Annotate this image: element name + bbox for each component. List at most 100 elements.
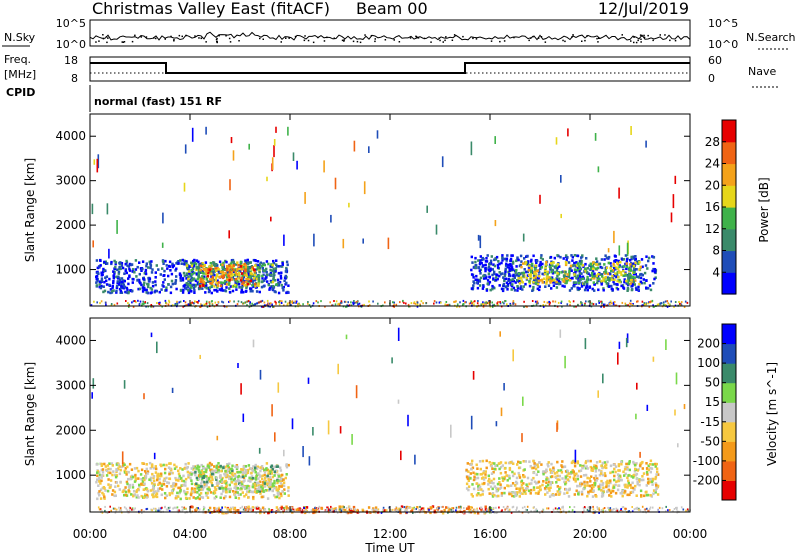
velocity-ground-cell	[119, 507, 122, 510]
velocity-cell	[187, 462, 190, 465]
power-ground-cell	[666, 300, 669, 303]
power-cell	[213, 270, 216, 273]
power-cell	[151, 284, 155, 288]
power-ground-cell	[290, 304, 293, 307]
power-cell	[171, 265, 175, 269]
velocity-cell	[244, 471, 247, 475]
power-cell	[280, 283, 283, 287]
velocity-cell	[490, 479, 493, 483]
velocity-cell	[177, 486, 180, 490]
power-cell	[113, 267, 117, 270]
noise-search-dot	[343, 40, 345, 42]
velocity-cell	[258, 473, 261, 477]
power-cell	[541, 272, 544, 276]
velocity-cell	[107, 471, 110, 474]
velocity-cell	[246, 490, 249, 493]
velocity-cell	[626, 476, 629, 480]
power-cell	[233, 283, 237, 287]
power-ground-cell	[512, 302, 515, 305]
velocity-cell	[256, 467, 259, 470]
velocity-cell	[545, 468, 548, 472]
velocity-ground-cell	[505, 507, 508, 510]
velocity-cell	[508, 468, 512, 472]
power-colorbar-tick-label: 4	[712, 265, 720, 279]
power-cell	[251, 267, 254, 271]
power-cell	[532, 254, 535, 258]
power-cell	[623, 280, 626, 284]
velocity-cell	[179, 497, 182, 501]
velocity-ground-cell	[345, 511, 348, 514]
velocity-cell	[134, 477, 137, 480]
velocity-cell	[125, 473, 128, 476]
power-streak	[348, 202, 350, 208]
velocity-ground-cell	[313, 510, 316, 512]
velocity-cell	[597, 487, 601, 491]
velocity-cell	[100, 462, 103, 466]
power-cell	[476, 281, 479, 284]
velocity-cell	[264, 477, 267, 480]
power-cell	[477, 259, 480, 262]
power-cell	[246, 273, 250, 277]
power-cell	[95, 259, 99, 262]
velocity-ground-cell	[661, 507, 664, 510]
velocity-cell	[279, 492, 283, 496]
power-cell	[228, 287, 231, 290]
power-cell	[570, 254, 573, 257]
velocity-cell	[532, 471, 536, 475]
power-cell	[573, 273, 576, 276]
velocity-cell	[528, 460, 531, 463]
power-ground-cell	[632, 303, 634, 305]
velocity-cell	[161, 488, 164, 491]
power-cell	[108, 283, 111, 287]
power-cell	[251, 266, 254, 269]
velocity-ground-cell	[285, 510, 288, 512]
power-ground-cell	[252, 304, 255, 307]
velocity-cell	[175, 465, 178, 469]
velocity-cell	[137, 496, 140, 499]
velocity-cell	[580, 490, 584, 494]
power-ground-cell	[176, 304, 178, 307]
velocity-ground-cell	[479, 507, 481, 510]
velocity-cell	[526, 476, 530, 480]
velocity-cell	[154, 465, 157, 468]
velocity-cell	[560, 471, 564, 474]
power-ground-cell	[340, 300, 343, 303]
velocity-cell	[206, 491, 209, 495]
power-cell	[185, 262, 188, 265]
velocity-cell	[240, 486, 243, 490]
power-cell	[492, 277, 495, 280]
velocity-cell	[490, 481, 493, 485]
velocity-ground-cell	[340, 508, 343, 511]
power-cell	[530, 267, 533, 270]
power-cell	[123, 285, 126, 289]
velocity-cell	[212, 470, 215, 473]
velocity-cell	[103, 462, 106, 466]
power-cell	[619, 271, 622, 274]
velocity-cell	[613, 474, 616, 478]
power-streak	[273, 139, 276, 146]
power-cell	[166, 267, 169, 270]
power-cell	[237, 280, 240, 284]
velocity-cell	[97, 476, 101, 480]
velocity-cell	[210, 475, 214, 479]
velocity-cell	[261, 474, 264, 478]
velocity-cell	[640, 478, 643, 482]
power-cell	[125, 259, 128, 263]
velocity-cell	[142, 477, 145, 480]
velocity-cell	[645, 484, 648, 487]
velocity-cell	[158, 477, 161, 481]
power-ground-cell	[152, 305, 155, 308]
velocity-cell	[273, 474, 276, 477]
power-ground-cell	[484, 301, 486, 304]
power-cell	[196, 278, 199, 281]
power-cell	[118, 262, 122, 266]
velocity-cell	[229, 471, 232, 475]
power-cell	[119, 291, 122, 294]
velocity-cell	[484, 476, 487, 479]
velocity-cell	[504, 471, 507, 474]
velocity-ground-cell	[624, 507, 626, 510]
power-ground-cell	[407, 303, 410, 306]
velocity-cell	[215, 466, 218, 470]
power-cell	[564, 260, 568, 264]
power-cell	[624, 262, 627, 266]
